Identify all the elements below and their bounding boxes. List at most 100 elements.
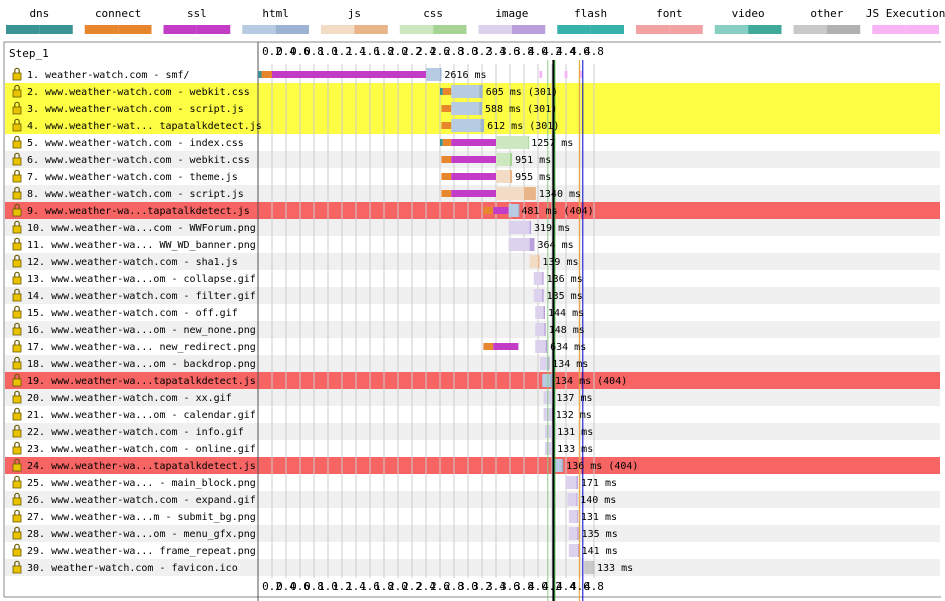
- lock-icon: [12, 276, 22, 285]
- axis-tick-label-top: 2.2: [402, 45, 422, 58]
- axis-tick-label-bottom: 3.6: [500, 580, 520, 593]
- legend-swatch: [242, 25, 276, 34]
- lock-icon: [12, 480, 22, 489]
- legend-swatch: [748, 25, 782, 34]
- request-time-label: 136 ms: [547, 274, 583, 285]
- lock-icon: [12, 123, 22, 132]
- receive-bar: [545, 340, 548, 353]
- lock-icon-shackle: [14, 203, 20, 209]
- axis-tick-label-top: 0.8: [304, 45, 324, 58]
- receive-bar: [577, 527, 579, 540]
- request-time-label: 634 ms: [550, 342, 586, 353]
- lock-icon-shackle: [14, 543, 20, 549]
- axis-tick-label-top: 4.2: [542, 45, 562, 58]
- request-label: 18. www.weather-wa...om - backdrop.png: [27, 359, 256, 370]
- request-label: 21. www.weather-wa...om - calendar.gif: [27, 410, 256, 421]
- request-label: 2. www.weather-watch.com - webkit.css: [27, 87, 250, 98]
- lock-icon-shackle: [14, 118, 20, 124]
- request-time-label: 2616 ms: [444, 70, 486, 81]
- receive-bar: [593, 561, 595, 574]
- legend-swatch: [118, 25, 152, 34]
- wait-bar: [584, 561, 594, 574]
- request-label-group: 17. www.weather-wa... new_redirect.png: [12, 339, 256, 353]
- lock-icon: [12, 327, 22, 336]
- legend-label: JS Execution: [866, 7, 945, 20]
- request-label: 16. www.weather-wa...om - new_none.png: [27, 325, 256, 336]
- lock-icon-shackle: [14, 339, 20, 345]
- request-label-group: 6. www.weather-watch.com - webkit.css: [12, 152, 250, 166]
- row-background: [5, 457, 940, 474]
- legend-swatch: [714, 25, 749, 34]
- wait-bar: [540, 357, 549, 370]
- request-label-group: 16. www.weather-wa...om - new_none.png: [12, 322, 256, 336]
- axis-tick-label-top: 1.8: [374, 45, 394, 58]
- axis-tick-label-top: 2.0: [388, 45, 408, 58]
- axis-tick-label-top: 1.6: [360, 45, 380, 58]
- lock-icon-shackle: [14, 186, 20, 192]
- request-label: 11. www.weather-wa... WW_WD_banner.png: [27, 240, 256, 251]
- legend-swatch: [84, 25, 119, 34]
- lock-icon: [12, 548, 22, 557]
- axis-tick-label-bottom: 4.4: [556, 580, 576, 593]
- lock-icon-shackle: [14, 305, 20, 311]
- axis-tick-label-bottom: 4.0: [528, 580, 548, 593]
- request-label-group: 13. www.weather-wa...om - collapse.gif: [12, 271, 256, 285]
- wait-bar: [566, 476, 577, 489]
- request-label: 7. www.weather-watch.com - theme.js: [27, 172, 238, 183]
- lock-icon: [12, 565, 22, 574]
- wait-bar: [508, 238, 530, 251]
- request-label-group: 12. www.weather-watch.com - sha1.js: [12, 254, 238, 268]
- axis-tick-label-top: 1.0: [318, 45, 338, 58]
- request-label-group: 14. www.weather-watch.com - filter.gif: [12, 288, 256, 302]
- receive-bar: [576, 476, 578, 489]
- request-label-group: 1. weather-watch.com - smf/: [12, 67, 190, 81]
- wait-bar: [535, 323, 545, 336]
- request-time-label: 148 ms: [549, 325, 585, 336]
- lock-icon-shackle: [14, 526, 20, 532]
- request-label: 1. weather-watch.com - smf/: [27, 70, 190, 81]
- lock-icon: [12, 140, 22, 149]
- request-label-group: 5. www.weather-watch.com - index.css: [12, 135, 244, 149]
- axis-tick-label-top: 2.8: [444, 45, 464, 58]
- receive-bar: [577, 544, 579, 557]
- lock-icon-shackle: [14, 441, 20, 447]
- request-time-label: 134 ms: [552, 359, 588, 370]
- lock-icon: [12, 208, 22, 217]
- ssl-bar: [493, 343, 519, 350]
- lock-icon: [12, 174, 22, 183]
- row-background: [5, 355, 940, 372]
- request-time-label: 135 ms: [547, 291, 583, 302]
- receive-bar: [479, 102, 482, 115]
- lock-icon-shackle: [14, 220, 20, 226]
- legend-swatch: [433, 25, 467, 34]
- receive-bar: [550, 374, 552, 387]
- legend-swatch: [275, 25, 309, 34]
- legend-swatch: [905, 25, 939, 34]
- request-time-label: 319 ms: [534, 223, 570, 234]
- row-background: [5, 525, 940, 542]
- legend-swatch: [196, 25, 231, 34]
- request-time-label: 171 ms: [581, 478, 617, 489]
- request-label: 28. www.weather-wa...om - menu_gfx.png: [27, 529, 256, 540]
- axis-tick-label-bottom: 2.2: [402, 580, 422, 593]
- axis-tick-label-top: 3.0: [458, 45, 478, 58]
- lock-icon-shackle: [14, 458, 20, 464]
- ssl-bar: [451, 156, 496, 163]
- wait-bar: [545, 425, 554, 438]
- request-label: 30. weather-watch.com - favicon.ico: [27, 563, 238, 574]
- connect-bar: [483, 343, 494, 350]
- request-time-label: 141 ms: [582, 546, 618, 557]
- request-label: 10. www.weather-wa...com - WWForum.png: [27, 223, 256, 234]
- request-label-group: 28. www.weather-wa...om - menu_gfx.png: [12, 526, 256, 540]
- request-label: 9. www.weather-wa...tapatalkdetect.js: [27, 206, 250, 217]
- axis-tick-label-top: 4.6: [570, 45, 590, 58]
- wait-bar: [568, 527, 578, 540]
- connect-bar: [442, 88, 452, 95]
- lock-icon-shackle: [14, 509, 20, 515]
- request-time-label: 1340 ms: [539, 189, 581, 200]
- request-time-label: 364 ms: [538, 240, 574, 251]
- request-time-label: 134 ms (404): [555, 376, 627, 387]
- js-execution-bar: [539, 71, 543, 78]
- request-label: 24. www.weather-wa...tapatalkdetect.js: [27, 461, 256, 472]
- lock-icon: [12, 344, 22, 353]
